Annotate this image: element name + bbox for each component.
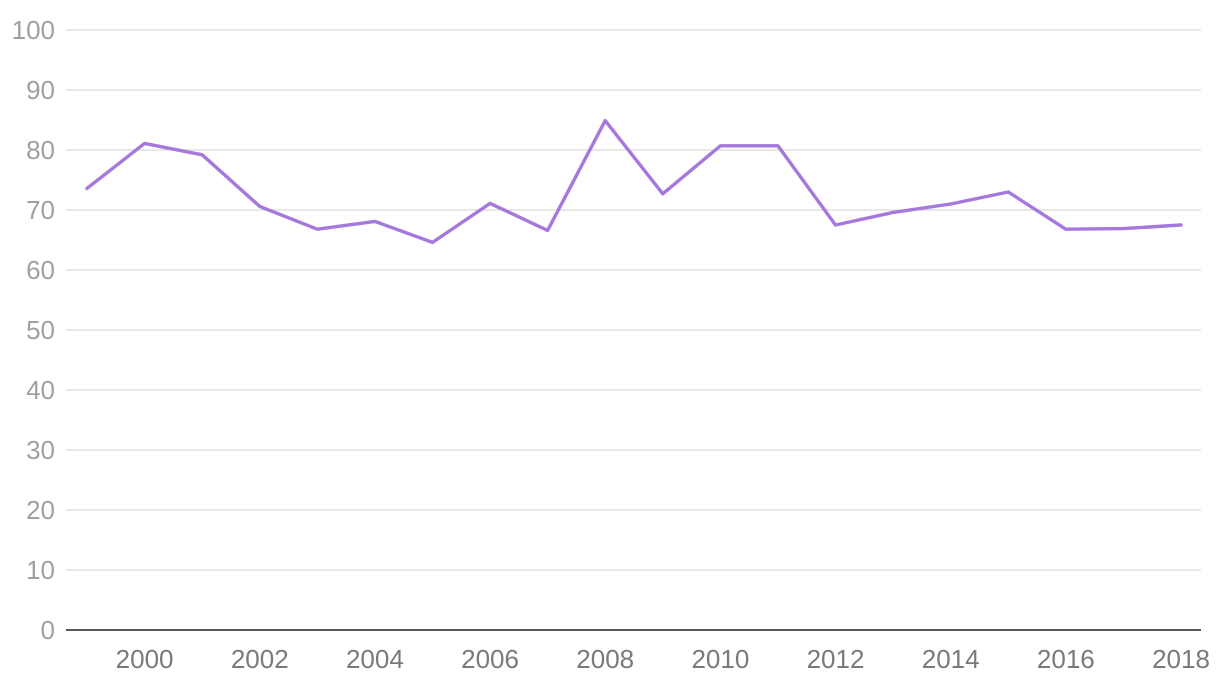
y-tick-label: 20 bbox=[26, 495, 55, 525]
series-line bbox=[85, 118, 1183, 245]
y-tick-label: 80 bbox=[26, 135, 55, 165]
y-tick-label: 40 bbox=[26, 375, 55, 405]
y-tick-label: 100 bbox=[12, 15, 55, 45]
series-layer bbox=[85, 118, 1183, 245]
y-tick-label: 10 bbox=[26, 555, 55, 585]
x-tick-label: 2006 bbox=[461, 644, 519, 674]
x-tick-label: 2010 bbox=[691, 644, 749, 674]
x-tick-label: 2014 bbox=[922, 644, 980, 674]
x-tick-label: 2008 bbox=[576, 644, 634, 674]
grid-layer bbox=[66, 29, 1201, 631]
y-tick-label: 90 bbox=[26, 75, 55, 105]
y-tick-label: 50 bbox=[26, 315, 55, 345]
y-tick-label: 30 bbox=[26, 435, 55, 465]
y-tick-label: 0 bbox=[41, 615, 55, 645]
y-tick-label: 70 bbox=[26, 195, 55, 225]
y-tick-label: 60 bbox=[26, 255, 55, 285]
x-tick-label: 2000 bbox=[116, 644, 174, 674]
x-tick-label: 2012 bbox=[807, 644, 865, 674]
y-axis-ticks: 0 10 20 30 40 50 60 70 80 90 100 bbox=[12, 15, 55, 645]
x-axis-ticks: 2000 2002 2004 2006 2008 2010 2012 2014 2016 2018 bbox=[116, 644, 1210, 674]
x-tick-label: 2004 bbox=[346, 644, 404, 674]
x-tick-label: 2002 bbox=[231, 644, 289, 674]
x-tick-label: 2018 bbox=[1152, 644, 1210, 674]
x-tick-label: 2016 bbox=[1037, 644, 1095, 674]
